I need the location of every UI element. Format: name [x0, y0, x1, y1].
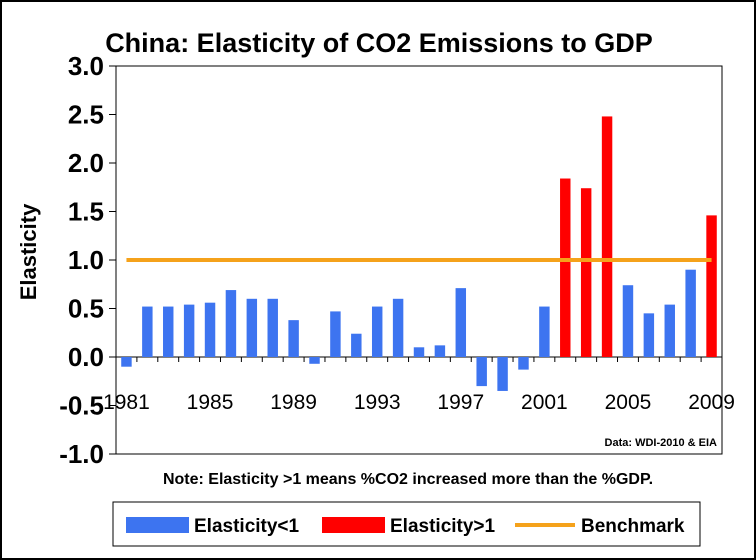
bar-1983 [163, 306, 174, 357]
legend-label-above: Elasticity>1 [390, 516, 496, 537]
y-axis-label: Elasticity [16, 203, 41, 300]
legend-box [112, 501, 701, 547]
source-note: Data: WDI-2010 & EIA [605, 437, 718, 449]
bar-2002 [560, 178, 571, 357]
legend-label-benchmark: Benchmark [581, 516, 685, 537]
y-tick-label: 2.5 [68, 100, 104, 130]
x-tick-label: 2005 [605, 391, 652, 414]
bar-1998 [476, 357, 487, 387]
x-tick-label: 1981 [103, 391, 150, 414]
bar-2007 [664, 304, 675, 357]
x-tick-label: 2009 [688, 391, 735, 414]
bar-1996 [434, 345, 446, 357]
bar-2001 [539, 306, 550, 357]
bar-1994 [392, 298, 404, 357]
bar-1984 [183, 304, 195, 357]
y-tick-label: 3.0 [68, 51, 104, 81]
y-tick-label: -0.5 [59, 391, 104, 421]
bar-1988 [267, 298, 278, 357]
bar-series [121, 116, 717, 391]
bar-1989 [288, 320, 299, 357]
x-tick-label: 2001 [521, 391, 568, 414]
bar-1997 [455, 288, 467, 357]
bar-2008 [685, 269, 696, 357]
y-tick-label: -1.0 [59, 439, 104, 469]
bar-1982 [142, 306, 153, 357]
y-tick-label: 2.0 [68, 148, 104, 178]
bar-2000 [518, 357, 529, 370]
chart-title: China: Elasticity of CO2 Emissions to GD… [105, 28, 653, 58]
x-tick-label: 1993 [354, 391, 401, 414]
bar-2004 [601, 116, 613, 357]
bar-2005 [622, 285, 634, 357]
bar-1993 [371, 306, 383, 357]
y-tick-label: 1.0 [68, 245, 104, 275]
y-tick-label: 0.0 [68, 342, 104, 372]
bar-1986 [225, 290, 237, 357]
bar-1999 [497, 357, 508, 391]
x-tick-label: 1989 [270, 391, 317, 414]
y-tick-label: 1.5 [68, 197, 104, 227]
bar-1990 [309, 357, 320, 364]
y-tick-label: 0.5 [68, 294, 104, 324]
bar-1992 [351, 333, 362, 357]
x-tick-label: 1985 [187, 391, 234, 414]
bar-1985 [204, 302, 216, 357]
x-tick-label: 1997 [437, 391, 484, 414]
legend-swatch-above [322, 517, 385, 533]
bar-2006 [643, 313, 655, 357]
y-axis-ticks: 3.0 2.5 2.0 1.5 1.0 0.5 0.0 -0.5 -1.0 [59, 51, 116, 469]
legend-label-below: Elasticity<1 [194, 516, 300, 537]
note-annotation: Note: Elasticity >1 means %CO2 increased… [163, 471, 653, 488]
bar-2009 [706, 215, 717, 357]
bar-1981 [121, 357, 132, 367]
bar-2003 [580, 188, 592, 357]
bar-1987 [246, 298, 258, 357]
legend-swatch-below [126, 517, 189, 533]
bar-1995 [413, 347, 425, 357]
bar-1991 [330, 311, 341, 357]
